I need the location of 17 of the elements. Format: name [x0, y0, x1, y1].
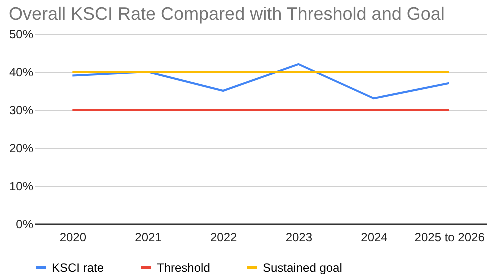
chart-title: Overall KSCI Rate Compared with Threshold and Goal	[8, 4, 445, 24]
legend-label: Sustained goal	[263, 260, 342, 275]
y-tick-label: 0%	[16, 218, 34, 232]
x-tick-label: 2020	[60, 230, 87, 244]
y-tick-label: 20%	[9, 142, 34, 156]
x-tick-label: 2023	[286, 230, 313, 244]
x-tick-label: 2022	[210, 230, 238, 244]
legend-label: KSCI rate	[52, 260, 104, 275]
x-tick-label: 2025 to 2026	[414, 230, 486, 244]
x-tick-label: 2024	[361, 230, 388, 244]
y-tick-label: 30%	[9, 104, 34, 118]
x-tick-label: 2021	[135, 230, 162, 244]
y-tick-label: 50%	[9, 28, 34, 42]
line-series	[72, 63, 450, 100]
legend-label: Threshold	[157, 260, 210, 275]
y-tick-label: 40%	[9, 66, 34, 80]
y-tick-label: 10%	[9, 180, 34, 194]
